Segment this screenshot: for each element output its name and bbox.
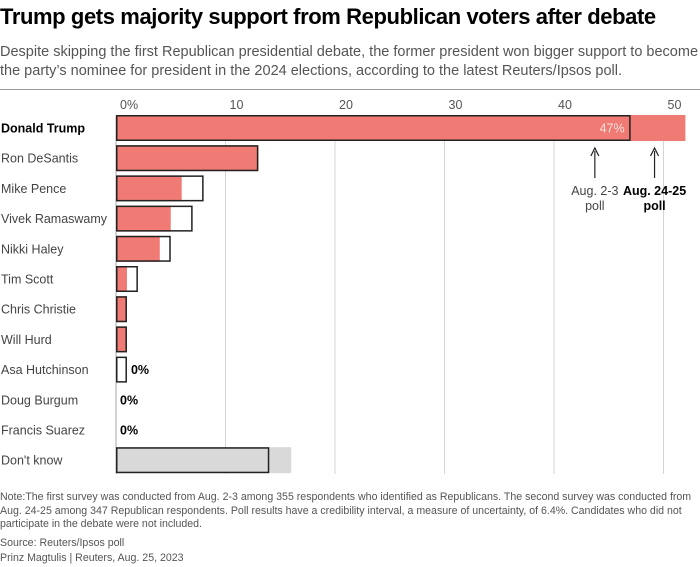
bar-previous-outline: [116, 296, 127, 323]
annotation-arrowhead: [590, 146, 600, 157]
category-label: Vivek Ramaswamy: [1, 212, 108, 226]
category-label: Donald Trump: [1, 122, 85, 136]
category-label: Will Hurd: [1, 333, 52, 347]
bar-previous-outline: [116, 145, 259, 172]
x-tick-label: 20: [339, 98, 353, 112]
x-tick-label: 30: [449, 98, 463, 112]
chart-credit: Prinz Magtulis | Reuters, Aug. 25, 2023: [0, 552, 184, 564]
category-label: Mike Pence: [1, 182, 66, 196]
chart-source: Source: Reuters/Ipsos poll: [0, 537, 125, 549]
category-label: Chris Christie: [1, 303, 76, 317]
annotation-label: Aug. 2-3: [571, 184, 618, 198]
bar-current: [116, 115, 686, 141]
category-label: Asa Hutchinson: [1, 363, 89, 377]
category-label: Francis Suarez: [1, 424, 85, 438]
bar-current: [116, 175, 182, 202]
chart-note: Note:The first survey was conducted from…: [0, 491, 692, 530]
category-label: Ron DeSantis: [1, 152, 78, 166]
x-tick-label: 10: [230, 98, 244, 112]
category-label: Nikki Haley: [1, 242, 64, 256]
bar-current: [116, 205, 171, 232]
value-label: 0%: [120, 424, 138, 438]
separator: [0, 89, 700, 90]
bar-previous-outline: [116, 235, 171, 262]
chart-title: Trump gets majority support from Republi…: [0, 4, 656, 29]
x-tick-label: 0%: [120, 98, 138, 112]
category-label: Don't know: [1, 454, 63, 468]
bar-previous-outline: [116, 115, 631, 141]
bar-current: [116, 296, 127, 323]
annotation-label: poll: [643, 199, 665, 213]
bar-current: [116, 447, 292, 474]
bar-previous-outline: [116, 326, 127, 353]
category-label: Doug Burgum: [1, 393, 78, 407]
bar-current: [116, 266, 127, 292]
x-tick-label: 40: [558, 98, 572, 112]
annotation-arrowhead: [650, 146, 660, 157]
value-label-current: 52%: [687, 122, 700, 136]
value-label: 0%: [131, 363, 149, 377]
bar-previous-outline: [116, 356, 127, 383]
bar-previous-outline: [116, 175, 204, 202]
category-label: Tim Scott: [1, 273, 54, 287]
chart-subtitle: Despite skipping the first Republican pr…: [0, 44, 699, 79]
bar-current: [116, 145, 259, 172]
annotation-label: Aug. 24-25: [623, 184, 686, 198]
bar-previous-outline: [116, 266, 138, 292]
bar-previous-outline: [116, 447, 270, 474]
bar-current: [116, 235, 160, 262]
bar-current: [116, 326, 127, 353]
value-label: 0%: [120, 393, 138, 407]
annotation-label: poll: [585, 199, 604, 213]
x-tick-label: 50: [668, 98, 682, 112]
poll-bar-chart: 0% 10 20 30 40 50 Donald Trump Ron DeSantis Mike…: [1, 98, 700, 474]
bar-previous-outline: [116, 205, 193, 232]
value-label-previous: 47%: [600, 122, 625, 136]
